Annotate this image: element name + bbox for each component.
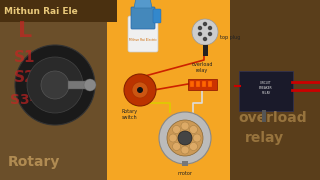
Text: Mithun Rai Ele: Mithun Rai Ele: [4, 6, 78, 15]
Polygon shape: [134, 0, 152, 8]
Circle shape: [203, 37, 207, 41]
Bar: [196, 81, 200, 87]
Circle shape: [192, 19, 218, 45]
Bar: [262, 110, 266, 122]
Circle shape: [159, 112, 211, 164]
Circle shape: [198, 32, 202, 36]
Bar: [107, 0, 230, 180]
Circle shape: [132, 82, 148, 98]
Text: L: L: [18, 21, 32, 41]
FancyBboxPatch shape: [239, 71, 293, 111]
FancyBboxPatch shape: [131, 7, 155, 29]
Circle shape: [208, 26, 212, 30]
Circle shape: [41, 71, 69, 99]
FancyBboxPatch shape: [153, 9, 161, 23]
Circle shape: [189, 143, 197, 150]
Bar: [230, 0, 320, 180]
FancyBboxPatch shape: [188, 78, 217, 89]
Circle shape: [27, 57, 83, 113]
Circle shape: [178, 131, 192, 145]
Text: relay: relay: [244, 131, 284, 145]
Circle shape: [84, 79, 96, 91]
Text: S1: S1: [14, 50, 36, 65]
Bar: [190, 81, 194, 87]
Circle shape: [172, 125, 180, 134]
Circle shape: [172, 143, 180, 150]
Circle shape: [203, 22, 207, 26]
Circle shape: [193, 134, 201, 142]
Circle shape: [189, 125, 197, 134]
Text: overload
relay: overload relay: [191, 62, 213, 73]
FancyBboxPatch shape: [128, 16, 158, 52]
Circle shape: [208, 32, 212, 36]
Text: Rotary: Rotary: [8, 155, 60, 169]
Bar: [208, 81, 212, 87]
Text: top plug: top plug: [220, 35, 240, 39]
Text: Rotary
switch: Rotary switch: [122, 109, 138, 120]
Circle shape: [137, 87, 143, 93]
Circle shape: [181, 122, 189, 130]
Circle shape: [181, 146, 189, 154]
Text: CIRCUIT
BREAKER
RELAY: CIRCUIT BREAKER RELAY: [259, 81, 273, 95]
Bar: [0, 0, 107, 180]
Bar: [182, 161, 188, 166]
Bar: [0, 0, 117, 22]
Circle shape: [15, 45, 95, 125]
Text: motor: motor: [178, 171, 193, 176]
Circle shape: [169, 134, 177, 142]
Bar: [202, 81, 206, 87]
Bar: [203, 45, 207, 56]
Circle shape: [198, 26, 202, 30]
Text: S3-: S3-: [10, 93, 36, 107]
Text: Mithun Rai Electric: Mithun Rai Electric: [129, 38, 157, 42]
Bar: [68, 81, 86, 89]
Text: S2: S2: [14, 70, 36, 85]
Circle shape: [124, 74, 156, 106]
Circle shape: [167, 120, 203, 156]
Text: overload: overload: [238, 111, 307, 125]
